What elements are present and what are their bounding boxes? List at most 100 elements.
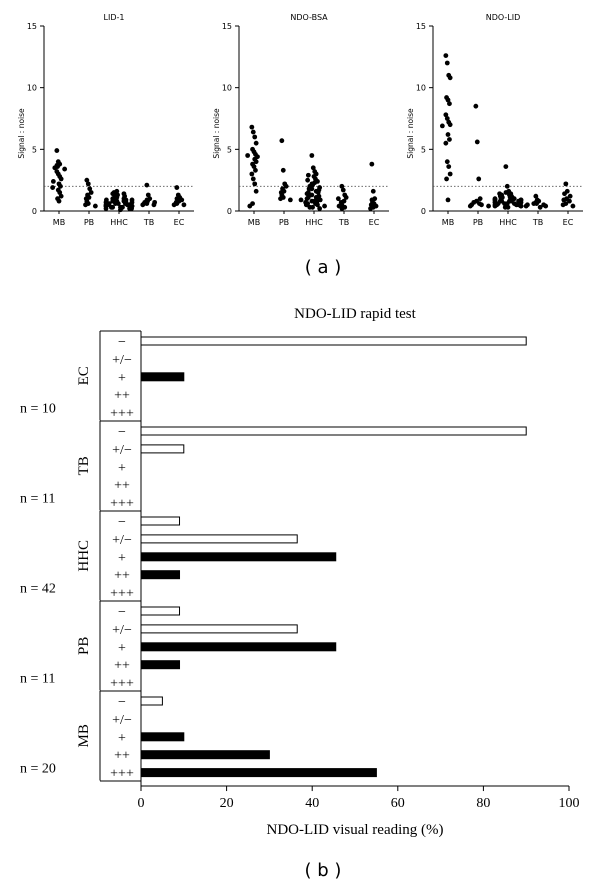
reading-label: ++ (114, 659, 130, 674)
reading-label: +/− (112, 623, 132, 638)
data-point (445, 197, 451, 203)
data-point (533, 193, 539, 199)
group-n-label: n = 20 (20, 762, 56, 777)
data-point (108, 204, 114, 210)
data-point (503, 190, 509, 195)
bar (140, 732, 185, 742)
data-point (151, 202, 157, 208)
bar (140, 516, 181, 526)
plot-title: LID-1 (104, 13, 125, 22)
data-point (250, 129, 256, 135)
reading-label: ++ (114, 569, 130, 584)
x-tick-label: TB (143, 218, 154, 227)
data-point (502, 204, 508, 210)
data-point (343, 195, 349, 200)
panel-b-xlabel: NDO-LID visual reading (%) (266, 822, 443, 838)
bar (140, 768, 377, 778)
data-point (447, 122, 453, 128)
data-point (103, 206, 109, 211)
data-point (113, 201, 118, 207)
y-tick-label: 15 (222, 22, 232, 31)
data-point (561, 197, 567, 203)
data-point (369, 161, 375, 167)
x-tick-label: EC (174, 218, 185, 227)
data-point (58, 176, 64, 182)
data-point (84, 177, 90, 183)
bar-group-pb: PBn = 11−+/−++++++ (20, 600, 337, 692)
data-point (50, 179, 56, 184)
reading-label: +++ (110, 767, 134, 782)
data-point (249, 124, 255, 130)
bar-x-tick-label: 60 (391, 796, 405, 811)
data-point (278, 196, 283, 202)
x-tick-label: MB (53, 218, 65, 227)
data-point (57, 190, 63, 195)
y-axis-label: Signal : noise (212, 108, 221, 159)
bar (140, 570, 181, 580)
data-point (181, 202, 187, 208)
x-tick-label: TB (338, 218, 349, 227)
data-point (570, 203, 576, 209)
group-label: HHC (76, 540, 92, 572)
bar-group-ec: ECn = 10−+/−++++++ (20, 330, 527, 422)
data-point (443, 140, 449, 146)
reading-label: + (118, 371, 126, 386)
data-point (492, 203, 498, 209)
data-point (518, 203, 524, 209)
reading-label: − (118, 335, 126, 350)
bar (140, 534, 298, 544)
bar (140, 372, 185, 382)
data-point (317, 206, 323, 211)
data-point (444, 159, 450, 165)
data-point (129, 206, 135, 211)
data-point (474, 139, 480, 145)
reading-label: − (118, 515, 126, 530)
x-tick-label: EC (369, 218, 380, 227)
y-tick-label: 15 (27, 22, 37, 31)
bar (140, 624, 298, 634)
data-point (58, 183, 63, 189)
data-point (303, 202, 309, 208)
data-point (486, 203, 491, 209)
data-point (447, 171, 453, 177)
data-point (446, 164, 452, 170)
panel-a-label: ( a ) (305, 257, 342, 278)
data-point (447, 75, 453, 81)
x-tick-label: PB (473, 218, 483, 227)
data-point (249, 171, 255, 177)
plot-title: NDO-LID (486, 13, 521, 22)
data-point (339, 206, 345, 211)
data-point (317, 197, 323, 203)
y-tick-label: 0 (32, 207, 37, 216)
data-point (439, 123, 445, 129)
data-point (298, 197, 304, 203)
reading-label: − (118, 695, 126, 710)
data-point (253, 140, 259, 146)
reading-label: +++ (110, 497, 134, 512)
data-point (315, 202, 320, 208)
scatter-plot-3: NDO-LID 0 5 10 15 Signal : noise MB PB HHC TB EC (406, 13, 583, 227)
data-point (253, 188, 259, 194)
bar-group-tb: TBn = 11−+/−++++++ (20, 420, 527, 512)
reading-label: + (118, 731, 126, 746)
reading-label: +/− (112, 353, 132, 368)
group-label: EC (76, 366, 92, 385)
group-label: MB (76, 724, 92, 747)
data-point (54, 148, 60, 153)
y-tick-label: 0 (227, 207, 232, 216)
panel-b-label: ( b ) (305, 860, 342, 881)
data-point (476, 176, 482, 182)
x-tick-label: PB (279, 218, 289, 227)
data-point (279, 138, 285, 144)
bar (140, 552, 337, 562)
data-point (140, 202, 146, 208)
data-point (171, 202, 177, 208)
data-point (370, 188, 376, 194)
x-tick-label: HHC (305, 218, 323, 227)
x-tick-label: PB (84, 218, 94, 227)
data-point (118, 207, 123, 213)
y-tick-label: 15 (416, 22, 426, 31)
bar-x-tick-label: 0 (138, 796, 145, 811)
data-point (56, 198, 62, 204)
